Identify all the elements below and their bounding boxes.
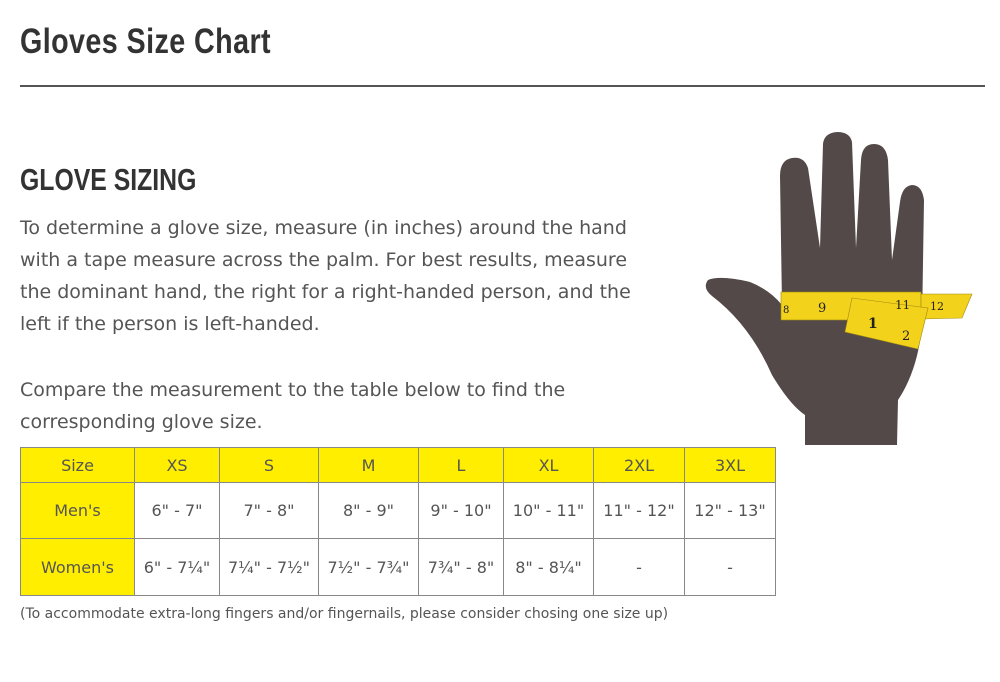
tape-number: 1 (868, 316, 878, 332)
header-cell: XS (134, 447, 220, 483)
section-heading: GLOVE SIZING (20, 162, 197, 197)
instructions-paragraph: To determine a glove size, measure (in i… (20, 217, 631, 335)
compare-paragraph: Compare the measurement to the table bel… (20, 379, 566, 433)
row-label: Men's (20, 482, 135, 539)
tape-number: 2 (902, 329, 910, 344)
page-title: Gloves Size Chart (20, 22, 272, 61)
header-cell: S (219, 447, 319, 483)
table-cell: 8" - 9" (318, 482, 419, 539)
table-cell: 11" - 12" (593, 482, 685, 539)
table-cell: 6" - 7" (134, 482, 220, 539)
header-cell: 3XL (684, 447, 776, 483)
table-cell: 7¼" - 7½" (219, 538, 319, 596)
table-header-row: Size XS S M L XL 2XL 3XL (20, 447, 776, 483)
table-row: Men's 6" - 7" 7" - 8" 8" - 9" 9" - 10" 1… (20, 482, 776, 539)
header-cell: L (418, 447, 504, 483)
size-note: (To accommodate extra-long fingers and/o… (20, 606, 669, 622)
tape-number: 11 (895, 298, 910, 312)
table-cell: 7¾" - 8" (418, 538, 504, 596)
table-cell: 6" - 7¼" (134, 538, 220, 596)
tape-number: 12 (930, 300, 944, 313)
tape-measure-icon: 8 9 11 12 1 2 (780, 291, 973, 350)
title-divider (20, 85, 985, 87)
table-cell: 7½" - 7¾" (318, 538, 419, 596)
table-cell: 10" - 11" (503, 482, 594, 539)
table-cell: 8" - 8¼" (503, 538, 594, 596)
table-cell: 9" - 10" (418, 482, 504, 539)
tape-number: 8 (783, 305, 789, 316)
hand-measure-illustration: 8 9 11 12 1 2 (705, 132, 973, 445)
hand-silhouette (705, 132, 924, 445)
header-cell: 2XL (593, 447, 685, 483)
header-cell: M (318, 447, 419, 483)
table-cell: 12" - 13" (684, 482, 776, 539)
table-cell: 7" - 8" (219, 482, 319, 539)
table-row: Women's 6" - 7¼" 7¼" - 7½" 7½" - 7¾" 7¾"… (20, 538, 776, 596)
header-cell: Size (20, 447, 135, 483)
header-cell: XL (503, 447, 594, 483)
table-cell: - (593, 538, 685, 596)
glove-size-table: Size XS S M L XL 2XL 3XL Men's 6" - 7" 7… (20, 447, 776, 596)
row-label: Women's (20, 538, 135, 596)
tape-number: 9 (818, 301, 826, 316)
table-cell: - (684, 538, 776, 596)
